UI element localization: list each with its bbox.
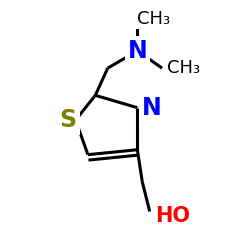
Text: N: N [128,39,147,63]
Text: CH₃: CH₃ [137,10,170,28]
Text: S: S [60,108,77,132]
Text: N: N [142,96,162,120]
Text: HO: HO [155,206,190,227]
Text: CH₃: CH₃ [167,59,200,77]
